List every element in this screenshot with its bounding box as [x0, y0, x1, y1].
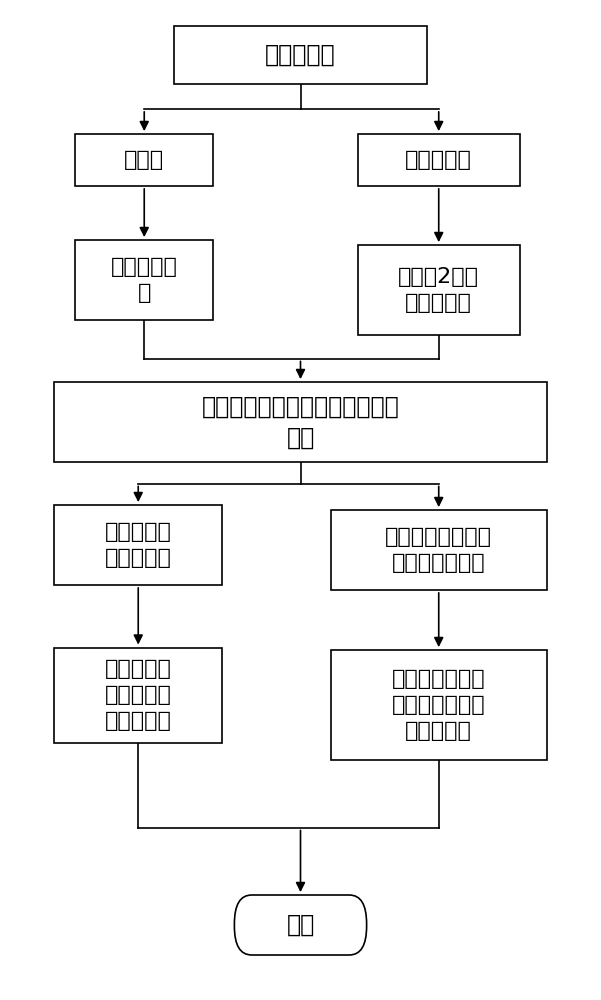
Text: 影响线曲率
相对变化损
伤程度定量: 影响线曲率 相对变化损 伤程度定量	[105, 659, 172, 731]
FancyBboxPatch shape	[75, 240, 213, 320]
Text: 连续梁跨数: 连续梁跨数	[265, 43, 336, 67]
Text: 任取一个支
座: 任取一个支 座	[111, 257, 178, 303]
FancyBboxPatch shape	[331, 650, 547, 760]
Text: 两跨梁: 两跨梁	[124, 150, 164, 170]
Text: 取至少2个间
隔较远支座: 取至少2个间 隔较远支座	[398, 267, 479, 313]
FancyBboxPatch shape	[54, 505, 222, 585]
FancyBboxPatch shape	[358, 245, 520, 335]
FancyBboxPatch shape	[54, 382, 547, 462]
Text: 影响线曲率
差损伤定位: 影响线曲率 差损伤定位	[105, 522, 172, 568]
FancyBboxPatch shape	[331, 510, 547, 590]
FancyBboxPatch shape	[234, 895, 367, 955]
FancyBboxPatch shape	[54, 648, 222, 742]
Text: 影响线曲率绝对
值和相对变化损
伤程度定量: 影响线曲率绝对 值和相对变化损 伤程度定量	[392, 669, 486, 741]
Text: 多支座反力影响线
曲率差损伤定位: 多支座反力影响线 曲率差损伤定位	[385, 527, 492, 573]
Text: 三跨以上梁: 三跨以上梁	[405, 150, 472, 170]
FancyBboxPatch shape	[358, 134, 520, 186]
Text: 结束: 结束	[286, 913, 315, 937]
Text: 移动荷载作用实测各支座反力影
响线: 移动荷载作用实测各支座反力影 响线	[201, 395, 400, 449]
FancyBboxPatch shape	[174, 26, 427, 84]
FancyBboxPatch shape	[75, 134, 213, 186]
